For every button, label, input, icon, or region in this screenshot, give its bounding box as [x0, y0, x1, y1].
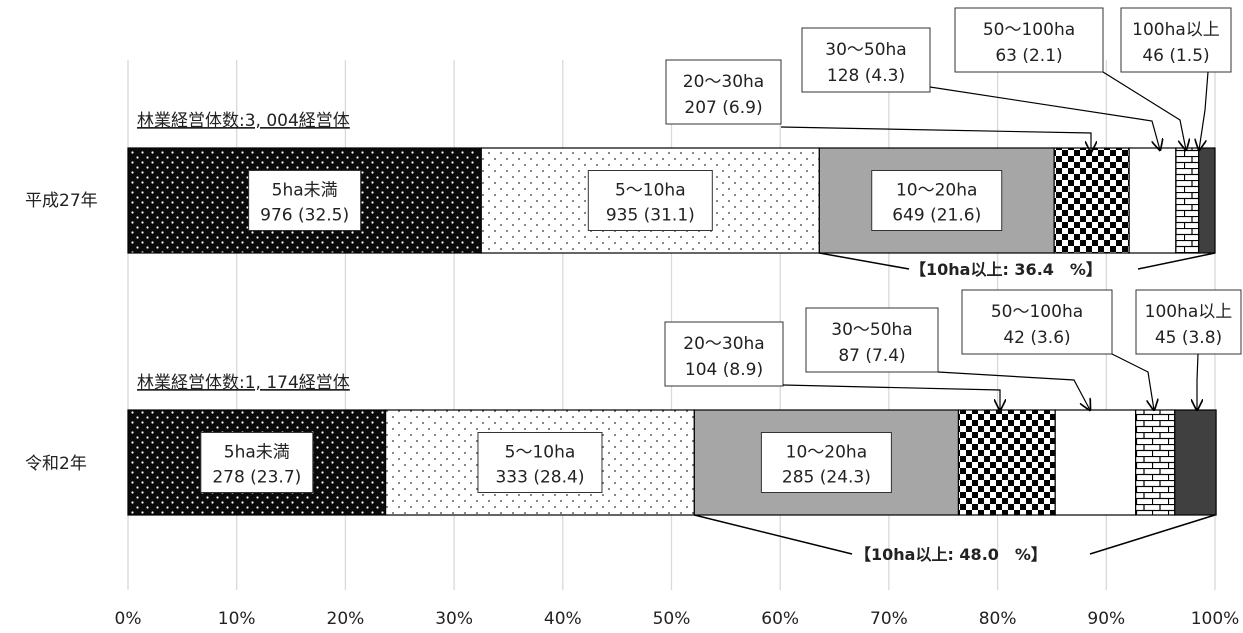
callout-box	[961, 289, 1113, 355]
bracket-line	[819, 252, 910, 270]
callout-label: 30〜50ha	[825, 40, 906, 60]
callout-leader	[782, 384, 1000, 410]
callout-label: 128 (4.3)	[827, 66, 905, 86]
data-label: 5〜10ha	[505, 443, 576, 463]
data-label: 278 (23.7)	[212, 468, 301, 488]
callout-label: 63 (2.1)	[995, 46, 1062, 66]
callout-leader	[937, 371, 1090, 410]
callout-label: 87 (7.4)	[838, 346, 905, 366]
data-label: 5ha未満	[224, 443, 290, 463]
x-tick-label: 20%	[327, 609, 365, 629]
bracket-line	[1137, 252, 1216, 270]
data-label: 10〜20ha	[896, 181, 977, 201]
callout-leader	[1102, 71, 1186, 150]
x-tick-label: 40%	[544, 609, 582, 629]
data-label: 10〜20ha	[786, 443, 867, 463]
callout-label: 45 (3.8)	[1155, 328, 1222, 348]
callout-leader	[1111, 353, 1154, 410]
bar-segment	[1174, 409, 1217, 516]
bar-segment	[1053, 147, 1130, 254]
callout-label: 42 (3.6)	[1003, 328, 1070, 348]
callout-label: 50〜100ha	[983, 20, 1075, 40]
x-tick-label: 80%	[979, 609, 1017, 629]
callout-label: 20〜30ha	[683, 72, 764, 92]
callout-label: 50〜100ha	[991, 302, 1083, 322]
data-label: 649 (21.6)	[892, 206, 981, 226]
callout-label: 20〜30ha	[683, 334, 764, 354]
data-label: 935 (31.1)	[606, 206, 695, 226]
category-label: 平成27年	[25, 191, 98, 211]
bracket-label: 【10ha以上: 48.0 %】	[855, 545, 1047, 564]
data-label: 5ha未満	[272, 181, 338, 201]
callout-label: 46 (1.5)	[1142, 46, 1209, 66]
callout-leader	[780, 126, 1091, 152]
data-label: 333 (28.4)	[495, 468, 584, 488]
x-tick-label: 60%	[761, 609, 799, 629]
bar-segment	[1198, 147, 1216, 254]
x-tick-label: 50%	[653, 609, 691, 629]
callout-box	[664, 321, 784, 387]
callout-leader	[1199, 71, 1209, 150]
bracket-label: 【10ha以上: 36.4 %】	[910, 260, 1102, 279]
callout-leader	[929, 86, 1160, 150]
data-label-box	[200, 432, 314, 493]
data-label: 976 (32.5)	[260, 206, 349, 226]
callout-box	[805, 307, 939, 373]
bar-segment	[1135, 409, 1176, 516]
callout-box	[1120, 7, 1232, 73]
bar-segment	[693, 409, 960, 516]
callout-label: 30〜50ha	[831, 320, 912, 340]
callout-box	[801, 27, 931, 93]
callout-leader	[1197, 353, 1198, 410]
total-label: 林業経営体数:1, 174経営体	[137, 373, 350, 393]
bar-segment	[957, 409, 1056, 516]
data-label-box	[248, 170, 362, 231]
x-tick-label: 70%	[870, 609, 908, 629]
bar-segment	[1175, 147, 1200, 254]
data-label-box	[587, 170, 713, 231]
total-label: 林業経営体数:3, 004経営体	[137, 111, 350, 131]
callout-label: 100ha以上	[1145, 302, 1233, 322]
callout-label: 207 (6.9)	[684, 98, 762, 118]
callout-label: 100ha以上	[1132, 20, 1220, 40]
x-tick-label: 30%	[435, 609, 473, 629]
data-label: 285 (24.3)	[782, 468, 871, 488]
bar-segment	[1128, 147, 1177, 254]
bracket-line	[694, 514, 853, 555]
x-tick-label: 0%	[115, 609, 142, 629]
x-tick-label: 10%	[218, 609, 256, 629]
callout-box	[954, 7, 1104, 73]
category-label: 令和2年	[25, 454, 87, 474]
bar-segment	[1054, 409, 1137, 516]
callout-label: 104 (8.9)	[685, 360, 763, 380]
callout-box	[665, 59, 782, 125]
callout-box	[1135, 289, 1242, 355]
annotation-layer: 林業経営体数:3, 004経営体 5ha未満 976 (32.5) 5〜10ha 935…	[137, 7, 1242, 564]
data-label: 5〜10ha	[615, 181, 686, 201]
x-tick-label: 90%	[1087, 609, 1125, 629]
data-label-box	[477, 432, 603, 493]
data-label-box	[760, 432, 892, 493]
data-label-box	[871, 170, 1003, 231]
bracket-line	[1089, 514, 1216, 555]
x-tick-label: 100%	[1191, 609, 1240, 629]
x-axis: 0% 10% 20% 30% 40% 50% 60% 70% 80% 90% 100% 平成27年令和…	[25, 191, 1239, 629]
